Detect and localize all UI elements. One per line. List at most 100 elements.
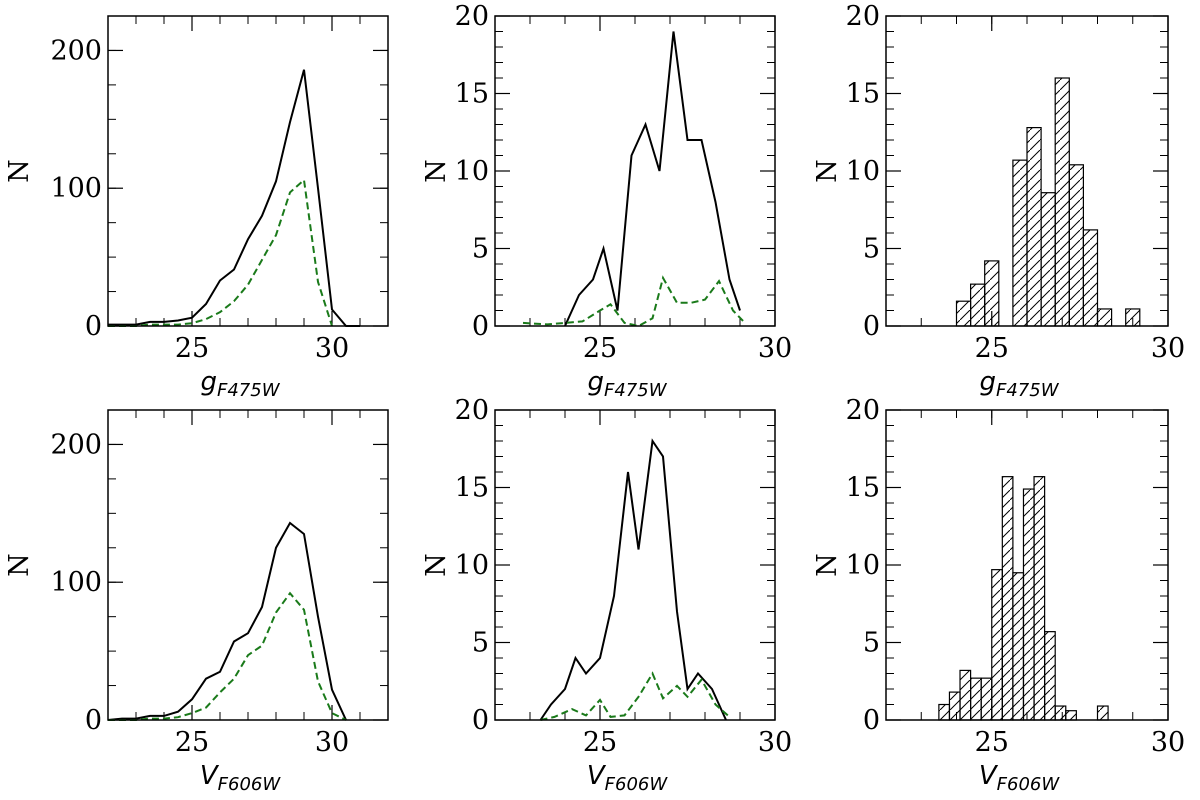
histogram-bar xyxy=(969,283,986,327)
x-axis-label-main: g xyxy=(979,367,996,397)
y-tick-label: 0 xyxy=(863,705,880,736)
histogram-bar xyxy=(1026,126,1042,327)
series-line-dashed xyxy=(108,178,333,327)
y-tick-label: 200 xyxy=(50,429,102,460)
histogram-bar xyxy=(969,677,982,721)
x-axis-label: VF606W xyxy=(979,761,1061,795)
histogram-bar xyxy=(938,703,951,721)
histogram-bar xyxy=(1033,476,1046,721)
plot-frame xyxy=(885,409,1169,721)
histogram-bar xyxy=(1068,164,1085,327)
y-tick-label: 100 xyxy=(50,567,102,598)
y-tick-label: 10 xyxy=(455,550,489,581)
panel-6: 0 5 10 15 20 25 30 N VF606W xyxy=(812,395,1185,795)
series-line-dashed xyxy=(540,671,731,721)
x-tick-label: 25 xyxy=(583,333,617,364)
histogram-bar xyxy=(959,669,972,721)
y-tick-label: 15 xyxy=(455,473,489,504)
y-tick-label: 10 xyxy=(846,550,880,581)
histogram-bar xyxy=(948,691,961,721)
y-tick-label: 0 xyxy=(863,311,880,342)
x-tick-label: 25 xyxy=(175,333,209,364)
plot-frame xyxy=(107,409,389,721)
plot-frame xyxy=(494,409,776,721)
y-tick-label: 5 xyxy=(472,234,489,265)
histogram-bar xyxy=(1096,705,1109,721)
y-axis-label: N xyxy=(4,159,35,183)
y-axis-label: N xyxy=(812,159,843,183)
x-tick-label: 25 xyxy=(975,333,1009,364)
y-tick-label: 20 xyxy=(455,1,489,32)
x-axis-label-sub: F606W xyxy=(997,774,1061,795)
x-axis-label-sub: F475W xyxy=(604,380,668,401)
histogram-bar xyxy=(1054,705,1067,721)
x-axis-label-main: g xyxy=(587,367,604,397)
x-axis-label-main: V xyxy=(587,761,607,791)
series-line-solid xyxy=(107,521,347,721)
x-axis-label: gF475W xyxy=(587,367,667,401)
y-tick-label: 5 xyxy=(863,628,880,659)
x-axis-label-sub: F606W xyxy=(605,774,669,795)
histogram-bar xyxy=(1012,572,1025,721)
series-line-solid xyxy=(108,69,360,327)
plot-frame xyxy=(494,15,776,327)
plot-frame xyxy=(107,15,389,327)
y-tick-label: 100 xyxy=(50,173,102,204)
x-tick-label: 25 xyxy=(175,727,209,758)
histogram-bar xyxy=(1012,159,1028,327)
y-tick-label: 20 xyxy=(846,395,880,426)
x-axis-label: gF475W xyxy=(200,367,280,401)
y-tick-label: 0 xyxy=(85,705,102,736)
y-tick-label: 15 xyxy=(455,79,489,110)
y-tick-label: 0 xyxy=(85,311,102,342)
histogram-bar xyxy=(991,569,1003,721)
series-line-dashed xyxy=(522,275,745,328)
y-tick-label: 0 xyxy=(472,311,489,342)
x-axis-label-sub: F606W xyxy=(218,774,282,795)
y-tick-label: 5 xyxy=(472,628,489,659)
series-line-dashed xyxy=(108,591,347,721)
x-tick-label: 30 xyxy=(1151,333,1185,364)
histogram-bar xyxy=(1001,476,1014,721)
y-tick-label: 15 xyxy=(846,473,880,504)
y-tick-label: 0 xyxy=(472,705,489,736)
y-tick-label: 10 xyxy=(846,156,880,187)
y-tick-label: 20 xyxy=(455,395,489,426)
y-tick-label: 200 xyxy=(50,35,102,66)
x-axis-label-main: V xyxy=(200,761,220,791)
x-tick-label: 25 xyxy=(583,727,617,758)
series-line-solid xyxy=(539,438,727,721)
histogram-bar xyxy=(1054,77,1070,327)
histogram-bar xyxy=(984,260,1000,327)
panel-4: 0 100 200 25 30 N VF606W xyxy=(4,409,389,795)
histogram-bar xyxy=(1022,488,1035,721)
y-axis-label: N xyxy=(421,159,452,183)
x-tick-label: 30 xyxy=(315,727,349,758)
x-tick-label: 30 xyxy=(315,333,349,364)
x-tick-label: 25 xyxy=(975,727,1009,758)
x-axis-label: gF475W xyxy=(979,367,1059,401)
histogram-bar xyxy=(1096,308,1113,327)
y-axis-label: N xyxy=(421,553,452,577)
x-axis-label-sub: F475W xyxy=(217,380,281,401)
x-axis-label-main: V xyxy=(979,761,999,791)
histogram-bar xyxy=(1040,192,1056,327)
histogram-bar xyxy=(1044,631,1056,721)
histogram-bar xyxy=(1065,710,1077,721)
plot-frame xyxy=(885,15,1169,327)
x-tick-label: 30 xyxy=(758,333,792,364)
series-line-solid xyxy=(564,31,741,327)
x-tick-label: 30 xyxy=(758,727,792,758)
x-axis-label: VF606W xyxy=(587,761,669,795)
histogram-bar xyxy=(1082,229,1099,327)
x-axis-label-main: g xyxy=(200,367,217,397)
y-tick-label: 15 xyxy=(846,79,880,110)
x-axis-label-sub: F475W xyxy=(996,380,1060,401)
y-axis-label: N xyxy=(812,553,843,577)
histogram-bar xyxy=(1125,308,1141,327)
y-tick-label: 10 xyxy=(455,156,489,187)
histogram-bar xyxy=(980,677,993,721)
